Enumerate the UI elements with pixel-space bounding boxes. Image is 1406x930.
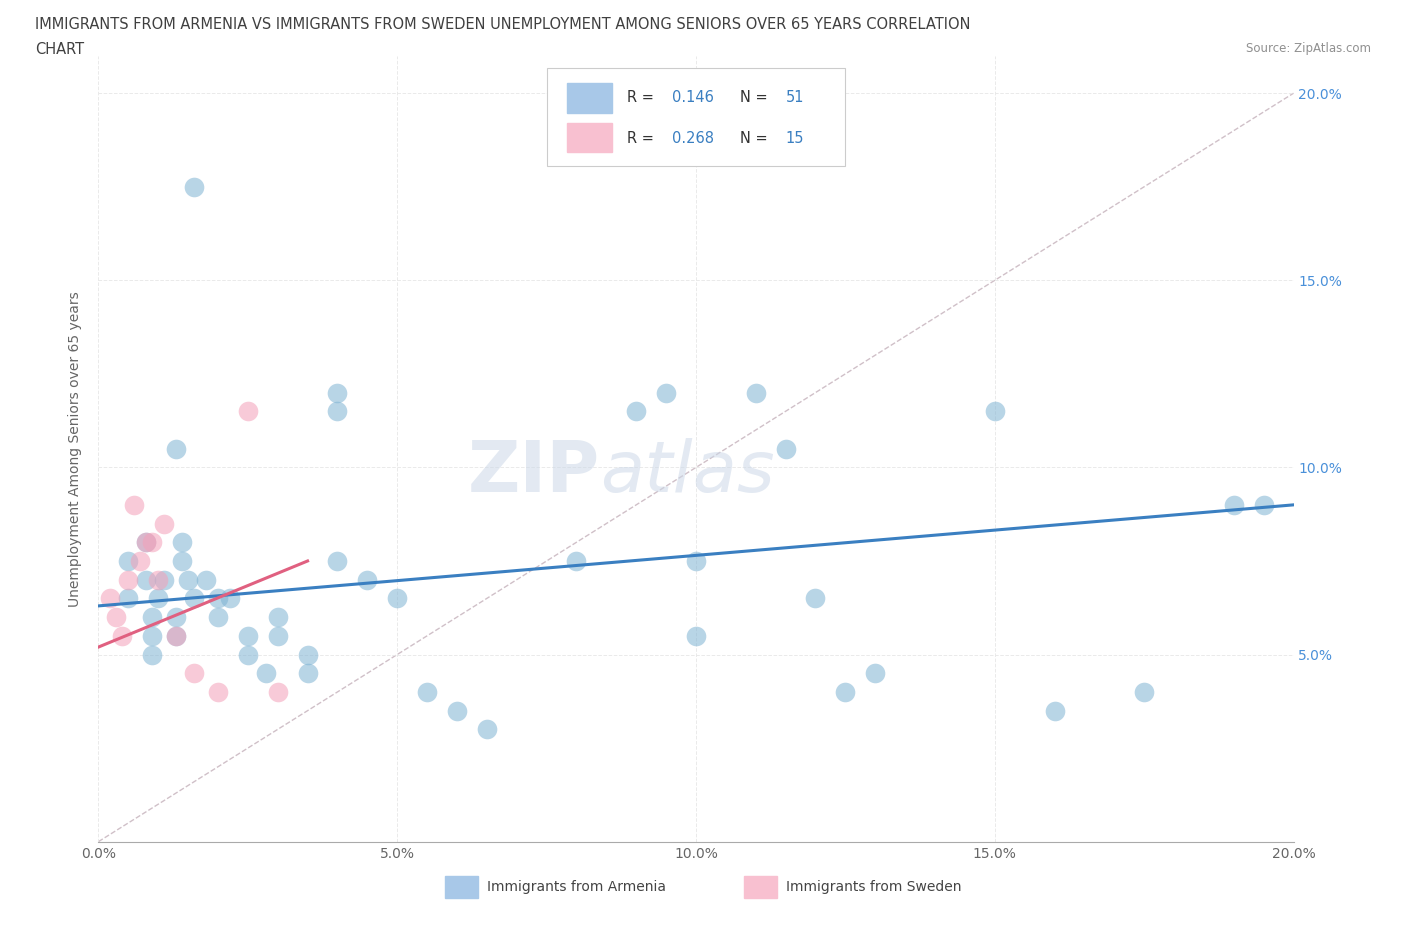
Point	[834, 684, 856, 699]
Point	[153, 516, 176, 531]
Text: 0.146: 0.146	[672, 90, 714, 105]
Point	[172, 535, 194, 550]
Point	[141, 610, 163, 625]
Point	[385, 591, 409, 605]
Point	[1223, 498, 1246, 512]
Text: 15: 15	[786, 131, 804, 146]
Point	[124, 498, 146, 512]
Point	[655, 385, 678, 400]
Point	[135, 535, 157, 550]
Point	[356, 572, 378, 587]
Point	[326, 385, 349, 400]
Point	[267, 629, 290, 644]
Point	[117, 591, 139, 605]
FancyBboxPatch shape	[744, 876, 778, 898]
Point	[183, 179, 205, 194]
Point	[183, 666, 205, 681]
Point	[236, 647, 259, 662]
Point	[129, 553, 152, 568]
Point	[219, 591, 242, 605]
Point	[326, 404, 349, 418]
FancyBboxPatch shape	[567, 123, 613, 153]
Point	[685, 553, 707, 568]
Y-axis label: Unemployment Among Seniors over 65 years: Unemployment Among Seniors over 65 years	[69, 291, 83, 606]
Point	[236, 404, 259, 418]
Text: 0.268: 0.268	[672, 131, 714, 146]
Point	[117, 553, 139, 568]
Point	[326, 553, 349, 568]
FancyBboxPatch shape	[567, 84, 613, 113]
Point	[148, 591, 170, 605]
Point	[153, 572, 176, 587]
Point	[207, 610, 229, 625]
Text: Source: ZipAtlas.com: Source: ZipAtlas.com	[1246, 42, 1371, 55]
Point	[236, 629, 259, 644]
Point	[804, 591, 827, 605]
Point	[111, 629, 134, 644]
Point	[207, 591, 229, 605]
Text: atlas: atlas	[600, 438, 775, 507]
Text: 51: 51	[786, 90, 804, 105]
Point	[416, 684, 439, 699]
Text: ZIP: ZIP	[468, 438, 600, 507]
FancyBboxPatch shape	[547, 68, 845, 166]
Point	[100, 591, 122, 605]
Point	[626, 404, 648, 418]
Point	[1043, 703, 1066, 718]
Point	[165, 610, 187, 625]
Text: N =: N =	[740, 90, 772, 105]
FancyBboxPatch shape	[444, 876, 478, 898]
Point	[141, 629, 163, 644]
Point	[267, 610, 290, 625]
Point	[565, 553, 588, 568]
Point	[183, 591, 205, 605]
Point	[165, 629, 187, 644]
Text: R =: R =	[627, 131, 658, 146]
Point	[254, 666, 277, 681]
Point	[984, 404, 1007, 418]
Point	[135, 572, 157, 587]
Text: Immigrants from Armenia: Immigrants from Armenia	[486, 880, 666, 895]
Point	[745, 385, 768, 400]
Text: IMMIGRANTS FROM ARMENIA VS IMMIGRANTS FROM SWEDEN UNEMPLOYMENT AMONG SENIORS OVE: IMMIGRANTS FROM ARMENIA VS IMMIGRANTS FR…	[35, 17, 970, 32]
Point	[148, 572, 170, 587]
Point	[475, 722, 498, 737]
Text: R =: R =	[627, 90, 658, 105]
Text: CHART: CHART	[35, 42, 84, 57]
Point	[1133, 684, 1156, 699]
Point	[267, 684, 290, 699]
Text: N =: N =	[740, 131, 772, 146]
Point	[446, 703, 468, 718]
Point	[165, 442, 187, 457]
Point	[172, 553, 194, 568]
Point	[775, 442, 797, 457]
Point	[177, 572, 200, 587]
Point	[141, 535, 163, 550]
Point	[141, 647, 163, 662]
Point	[195, 572, 218, 587]
Point	[207, 684, 229, 699]
Point	[1253, 498, 1275, 512]
Point	[135, 535, 157, 550]
Point	[297, 666, 319, 681]
Point	[865, 666, 887, 681]
Point	[685, 629, 707, 644]
Point	[297, 647, 319, 662]
Point	[105, 610, 128, 625]
Point	[117, 572, 139, 587]
Text: Immigrants from Sweden: Immigrants from Sweden	[786, 880, 962, 895]
Point	[165, 629, 187, 644]
